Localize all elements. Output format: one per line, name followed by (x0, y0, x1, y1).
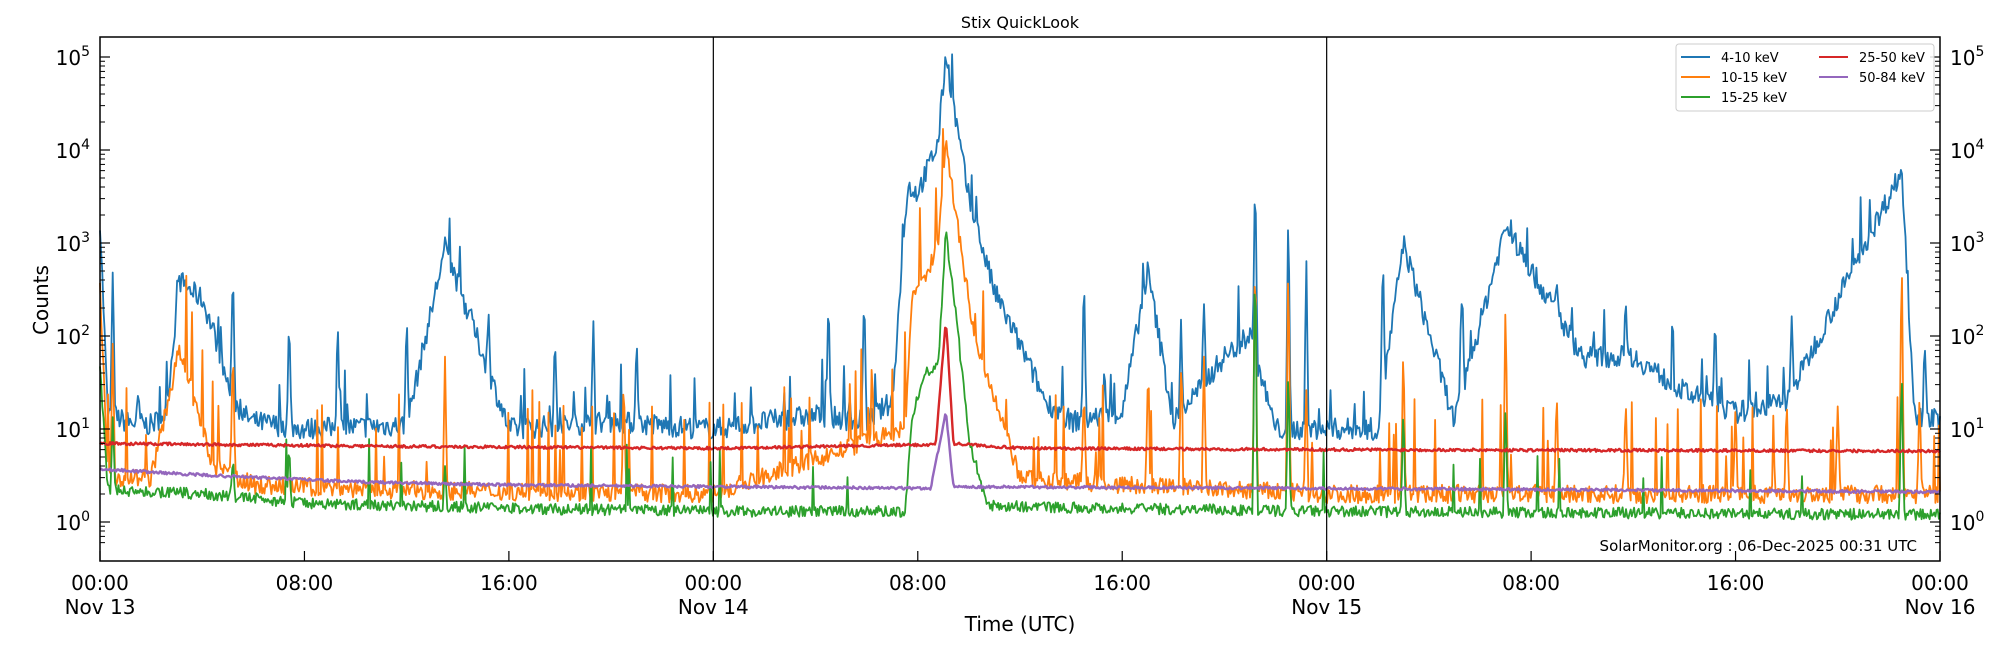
legend: 4-10 keV 10-15 keV 15-25 keV 25-50 keV 50-84… (1675, 43, 1935, 112)
x-tick-time: 00:00 (1298, 571, 1356, 595)
y-tick-label: 101 (1950, 416, 1984, 442)
x-tick-time: 16:00 (480, 571, 538, 595)
x-tick-time: 08:00 (889, 571, 947, 595)
y-tick-label: 102 (1950, 323, 1984, 349)
x-tick-time: 08:00 (1502, 571, 1560, 595)
x-tick-time: 16:00 (1093, 571, 1151, 595)
y-axis-ticks: 100 100 101 101 102 102 103 103 104 104 105 105 (56, 44, 1984, 544)
x-tick-time: 00:00 (1911, 571, 1969, 595)
legend-label: 10-15 keV (1721, 71, 1787, 86)
x-tick-date: Nov 14 (678, 595, 749, 619)
series-line-4 (99, 413, 1941, 495)
y-tick-label: 103 (56, 230, 90, 256)
y-tick-label: 100 (56, 509, 90, 535)
y-tick-label: 100 (1950, 509, 1984, 535)
credit-annotation: SolarMonitor.org : 06-Dec-2025 00:31 UTC (1600, 537, 1917, 555)
y-tick-label: 104 (1950, 137, 1984, 163)
legend-label: 25-50 keV (1859, 51, 1925, 66)
plot-lines (99, 53, 1941, 521)
series-line-2 (99, 231, 1941, 521)
x-tick-time: 16:00 (1707, 571, 1765, 595)
legend-label: 4-10 keV (1721, 51, 1779, 66)
x-tick-time: 00:00 (685, 571, 743, 595)
x-tick-date: Nov 13 (65, 595, 136, 619)
chart-title: Stix QuickLook (961, 13, 1080, 32)
x-axis-label: Time (UTC) (964, 612, 1076, 636)
y-tick-label: 102 (56, 323, 90, 349)
series-line-1 (99, 128, 1941, 505)
series-line-3 (99, 326, 1941, 454)
plot-frame (99, 36, 1941, 562)
y-tick-label: 103 (1950, 230, 1984, 256)
legend-label: 15-25 keV (1721, 91, 1787, 106)
series-line-0 (99, 53, 1941, 441)
x-tick-date: Nov 15 (1291, 595, 1362, 619)
x-tick-time: 08:00 (276, 571, 334, 595)
y-tick-label: 105 (56, 44, 90, 70)
x-tick-time: 00:00 (71, 571, 129, 595)
y-axis-label: Counts (29, 265, 53, 335)
y-tick-label: 105 (1950, 44, 1984, 70)
x-tick-date: Nov 16 (1905, 595, 1976, 619)
day-boundary-lines (712, 37, 1328, 561)
legend-label: 50-84 keV (1859, 71, 1925, 86)
y-tick-label: 101 (56, 416, 90, 442)
y-tick-label: 104 (56, 137, 90, 163)
